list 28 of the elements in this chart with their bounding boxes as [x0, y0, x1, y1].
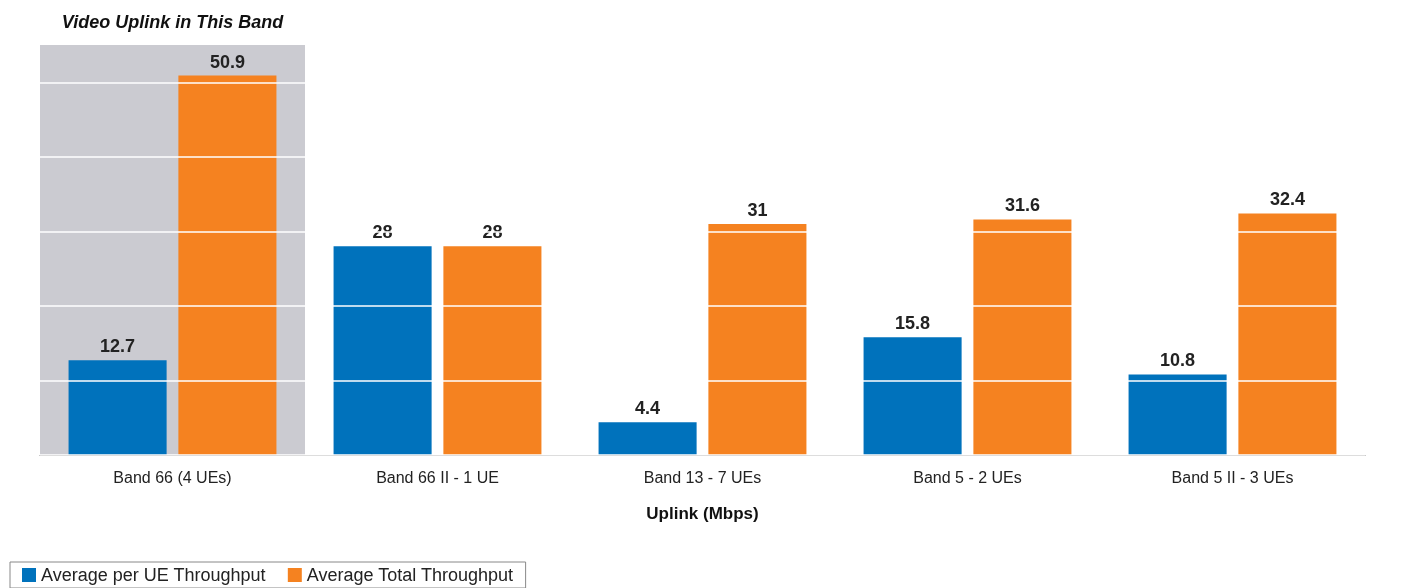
bar: [863, 337, 962, 455]
x-tick-label: Band 66 II - 1 UE: [376, 468, 499, 486]
x-tick-label: Band 5 - 2 UEs: [913, 468, 1022, 486]
bar: [443, 246, 542, 455]
data-label: 4.4: [635, 398, 661, 419]
band-label: Video Uplink in This Band: [61, 12, 285, 32]
x-tick-label: Band 13 - 7 UEs: [643, 468, 762, 486]
x-tick-label: Band 66 (4 UEs): [113, 468, 232, 486]
bar: [333, 246, 432, 455]
data-label: 15.8: [895, 313, 931, 334]
data-label: 10.8: [1160, 350, 1196, 371]
data-label: 28: [372, 222, 393, 243]
data-label: 32.4: [1269, 189, 1305, 210]
x-axis-title: Uplink (Mbps): [646, 504, 759, 523]
bar: [1238, 213, 1337, 455]
data-label: 12.7: [100, 336, 136, 357]
data-label: 31: [747, 199, 768, 220]
bar: [973, 219, 1072, 455]
data-label: 50.9: [209, 51, 245, 72]
bar: [1128, 374, 1227, 455]
bar: [68, 360, 167, 455]
bar: [708, 223, 807, 455]
bar: [598, 422, 697, 455]
x-tick-label: Band 5 II - 3 UEs: [1171, 468, 1294, 486]
legend-label: Average Total Throughput: [306, 565, 513, 585]
data-label: 31.6: [1004, 195, 1040, 216]
data-label: 28: [482, 222, 503, 243]
legend-label: Average per UE Throughput: [41, 565, 266, 585]
